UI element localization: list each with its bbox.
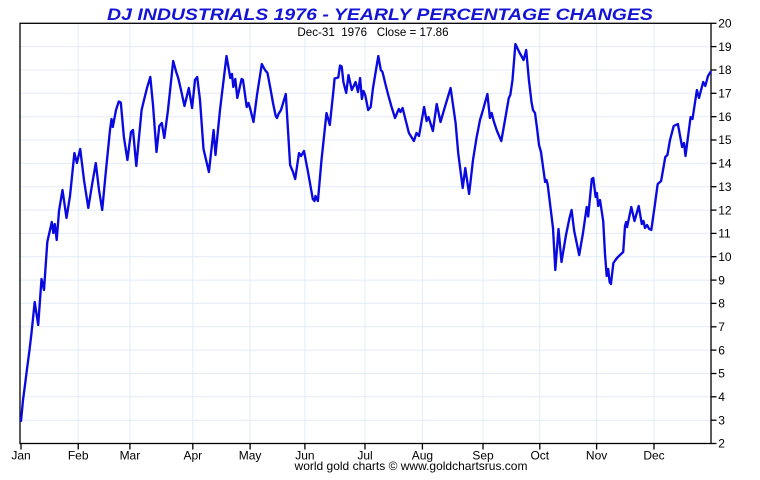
- svg-text:13: 13: [718, 180, 732, 194]
- svg-text:6: 6: [718, 343, 725, 357]
- svg-text:2: 2: [718, 437, 725, 451]
- svg-text:16: 16: [718, 110, 732, 124]
- svg-text:4: 4: [718, 390, 725, 404]
- svg-text:Aug: Aug: [412, 449, 433, 463]
- svg-text:19: 19: [718, 40, 732, 54]
- svg-text:15: 15: [718, 133, 732, 147]
- svg-text:18: 18: [718, 63, 732, 77]
- svg-text:7: 7: [718, 320, 725, 334]
- svg-text:11: 11: [718, 227, 731, 241]
- svg-text:Jan: Jan: [11, 449, 30, 463]
- svg-text:Dec-31 1976 Close = 17.86: Dec-31 1976 Close = 17.86: [297, 26, 448, 39]
- svg-text:Oct: Oct: [530, 449, 549, 463]
- svg-text:Apr: Apr: [183, 449, 202, 463]
- svg-text:14: 14: [718, 157, 732, 171]
- svg-text:Feb: Feb: [68, 449, 89, 463]
- svg-text:Dec: Dec: [643, 449, 664, 463]
- svg-text:Nov: Nov: [586, 449, 607, 463]
- svg-text:Jul: Jul: [357, 449, 372, 463]
- svg-text:Mar: Mar: [120, 449, 141, 463]
- svg-text:9: 9: [718, 273, 725, 287]
- svg-text:8: 8: [718, 297, 725, 311]
- svg-text:Jun: Jun: [295, 449, 314, 463]
- svg-text:12: 12: [718, 203, 732, 217]
- svg-text:world gold charts © www.goldch: world gold charts © www.goldchartsrus.co…: [294, 459, 528, 473]
- svg-text:20: 20: [718, 17, 732, 31]
- svg-text:Sep: Sep: [472, 449, 494, 463]
- svg-text:10: 10: [718, 250, 732, 264]
- svg-text:May: May: [239, 449, 262, 463]
- svg-text:3: 3: [718, 413, 725, 427]
- svg-text:5: 5: [718, 367, 725, 381]
- svg-text:17: 17: [718, 87, 732, 101]
